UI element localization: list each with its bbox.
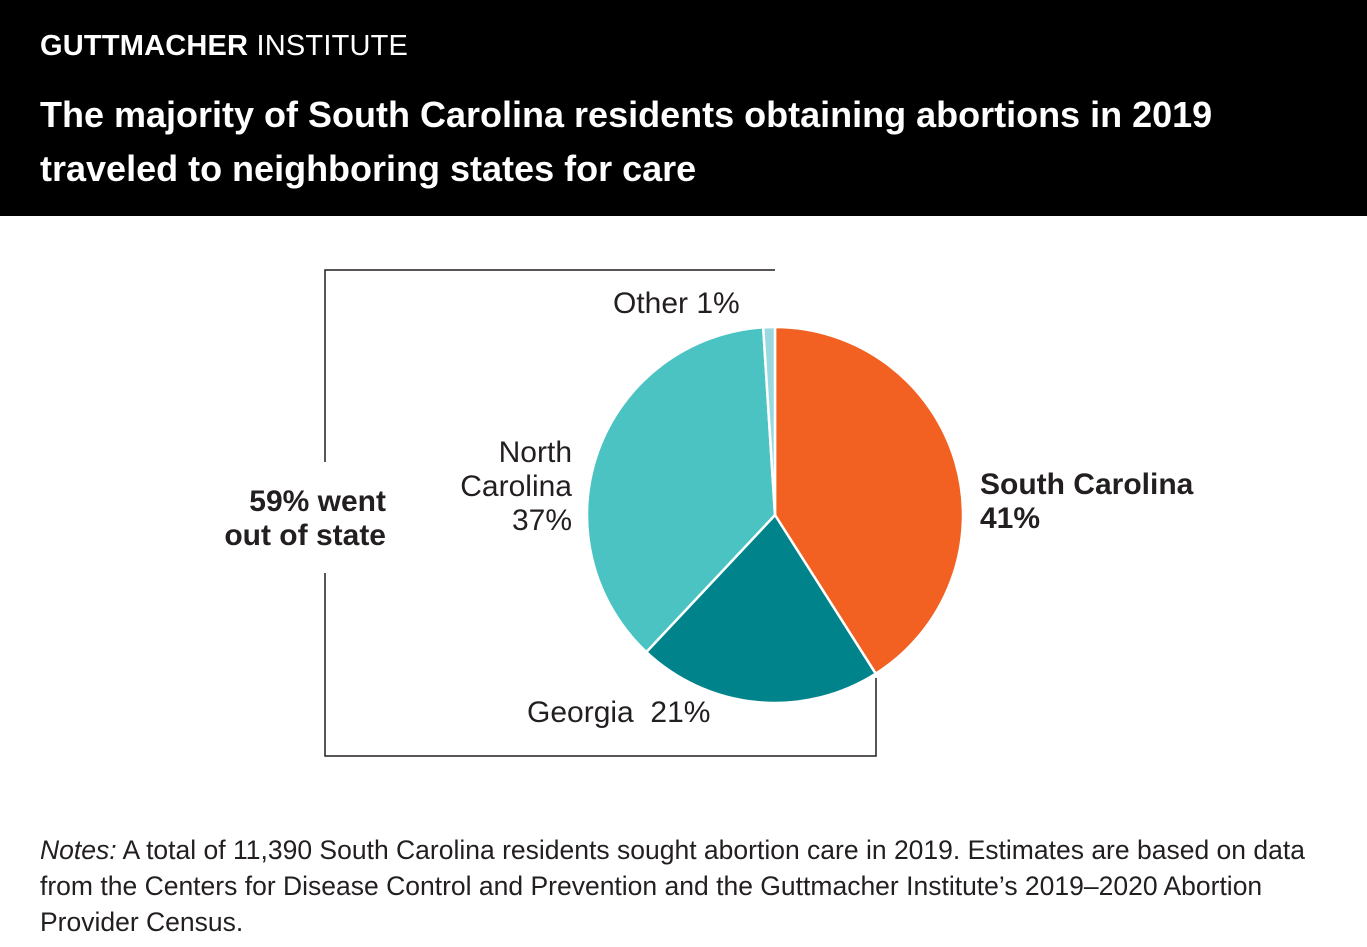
- slice-label-north-carolina: North Carolina 37%: [420, 436, 572, 538]
- pie-slice-georgia: [645, 513, 877, 705]
- brand-name-regular: INSTITUTE: [256, 30, 409, 62]
- pie-slice-north-carolina: [585, 326, 777, 654]
- bracket-bottom-segment: [324, 573, 877, 757]
- slice-label-north-carolina-value: 37%: [511, 504, 572, 537]
- brand-name-bold: GUTTMACHER: [40, 30, 249, 62]
- header-banner: GUTTMACHER INSTITUTE The majority of Sou…: [0, 0, 1367, 216]
- pie-slice-other: [761, 325, 777, 517]
- slice-label-north-carolina-line1: North: [498, 436, 572, 469]
- chart-title: The majority of South Carolina residents…: [40, 94, 1213, 189]
- slice-label-other: Other 1%: [613, 287, 740, 320]
- out-of-state-bracket: [324, 269, 877, 757]
- slice-label-south-carolina-value: 41%: [980, 502, 1041, 535]
- bracket-top-segment: [324, 269, 775, 462]
- slice-label-south-carolina: South Carolina 41%: [980, 468, 1193, 536]
- slice-label-georgia: Georgia 21%: [527, 696, 711, 729]
- notes-label: Notes:: [40, 835, 117, 865]
- brand-logo: GUTTMACHER INSTITUTE: [40, 30, 408, 63]
- chart-notes: Notes: A total of 11,390 South Carolina …: [40, 832, 1350, 940]
- bracket-label-line2: out of state: [224, 519, 386, 552]
- notes-text: A total of 11,390 South Carolina residen…: [40, 835, 1305, 937]
- bracket-label-line1: 59% went: [249, 485, 386, 518]
- bracket-label: 59% went out of state: [200, 485, 386, 553]
- slice-label-south-carolina-name: South Carolina: [980, 468, 1194, 501]
- slice-label-north-carolina-line2: Carolina: [460, 470, 572, 503]
